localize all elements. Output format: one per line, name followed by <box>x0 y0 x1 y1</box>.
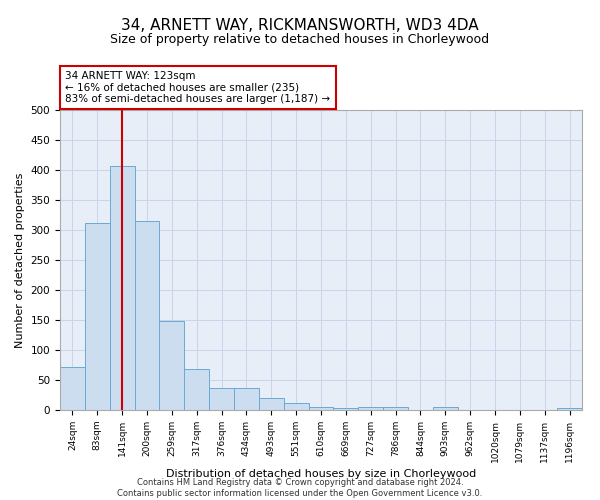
Bar <box>557 408 582 410</box>
Y-axis label: Number of detached properties: Number of detached properties <box>15 172 25 348</box>
Bar <box>383 407 408 410</box>
Text: 34 ARNETT WAY: 123sqm
← 16% of detached houses are smaller (235)
83% of semi-det: 34 ARNETT WAY: 123sqm ← 16% of detached … <box>65 71 331 104</box>
Bar <box>259 398 284 410</box>
Bar <box>358 407 383 410</box>
Bar <box>234 388 259 410</box>
Text: Size of property relative to detached houses in Chorleywood: Size of property relative to detached ho… <box>110 32 490 46</box>
Bar <box>334 408 358 410</box>
Bar <box>160 321 184 410</box>
Bar <box>433 407 458 410</box>
Bar <box>60 367 85 410</box>
Bar <box>209 388 234 410</box>
Bar <box>308 407 334 410</box>
Bar <box>284 403 308 410</box>
Text: Contains HM Land Registry data © Crown copyright and database right 2024.
Contai: Contains HM Land Registry data © Crown c… <box>118 478 482 498</box>
Bar <box>184 369 209 410</box>
X-axis label: Distribution of detached houses by size in Chorleywood: Distribution of detached houses by size … <box>166 469 476 479</box>
Bar <box>85 223 110 410</box>
Bar <box>134 221 160 410</box>
Text: 34, ARNETT WAY, RICKMANSWORTH, WD3 4DA: 34, ARNETT WAY, RICKMANSWORTH, WD3 4DA <box>121 18 479 32</box>
Bar <box>110 166 134 410</box>
